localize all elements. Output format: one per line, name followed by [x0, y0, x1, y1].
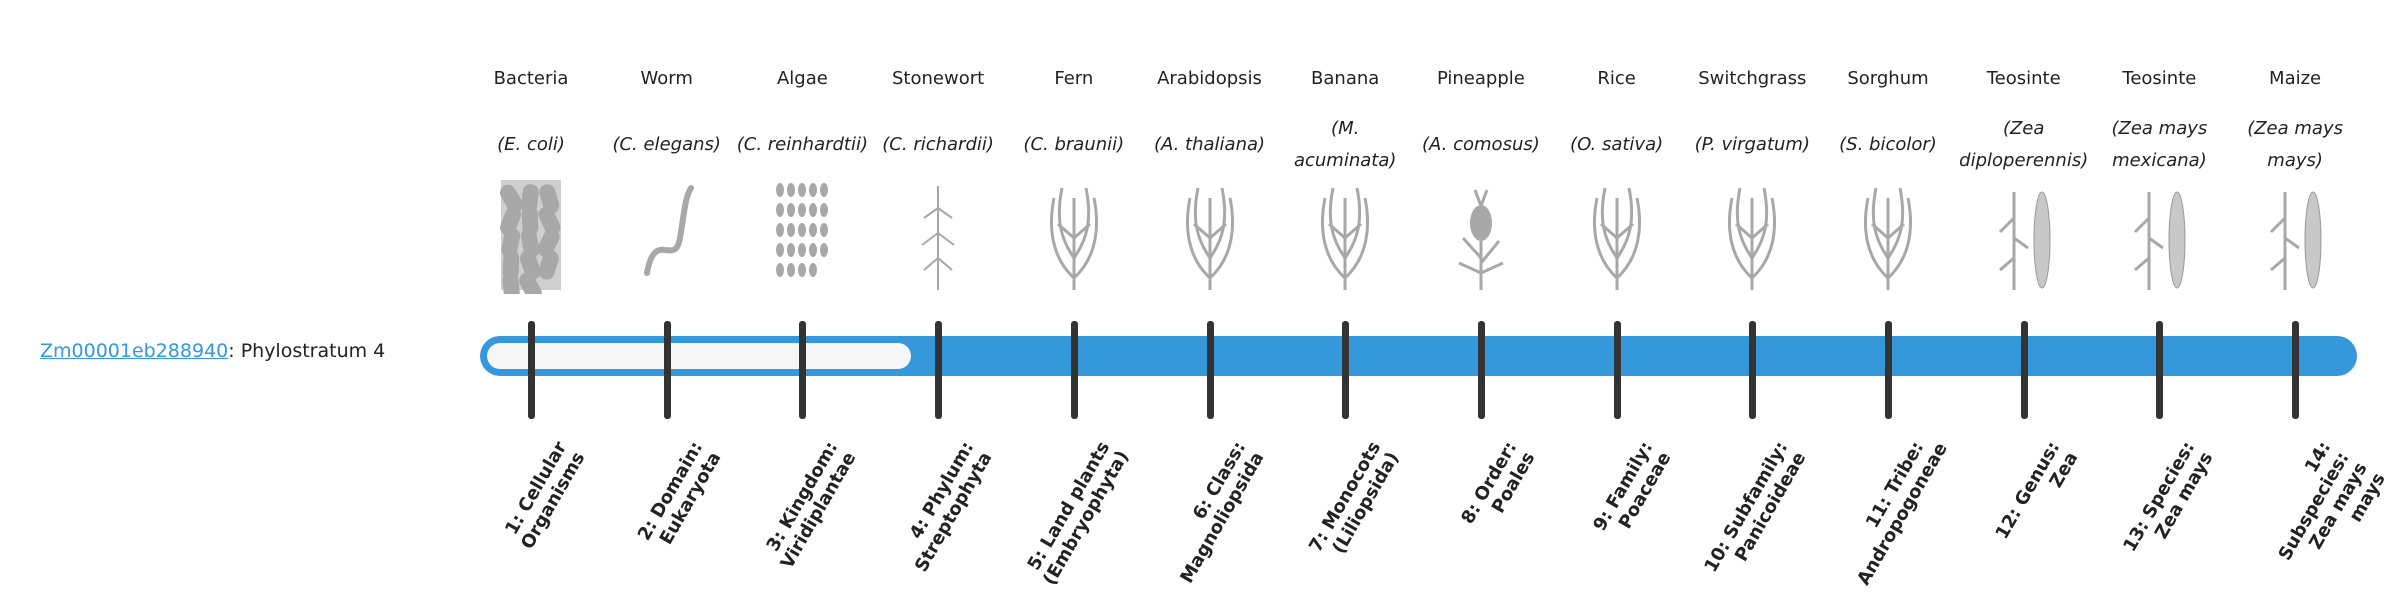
organism-common-name: Algae	[776, 68, 828, 89]
stratum-label: 5: Land plants (Embryophyta)	[1023, 438, 1133, 589]
organism-latin-name-text: (S. bicolor)	[1839, 134, 1937, 155]
stratum-label: 6: Class: Magnoliopsida	[1175, 438, 1268, 587]
organism-latin-name: (Zea diploperennis)	[1956, 110, 2092, 180]
stratum-tick	[1477, 321, 1485, 419]
stratum-tick	[2292, 321, 2300, 419]
stratum-label: 1: Cellular Organisms	[501, 438, 590, 553]
stratum-tick	[1206, 321, 1214, 419]
organism-latin-name: (A. thaliana)	[1142, 110, 1278, 180]
stratum-label: 8: Order: Poales	[1457, 438, 1540, 528]
organism-common-name: Teosinte	[2122, 68, 2197, 89]
organism-latin-name-text: (C. elegans)	[612, 134, 721, 155]
organism-latin-name-text: (P. virgatum)	[1694, 134, 1810, 155]
organism-latin-name-text: (Zea mays mexicana)	[2111, 118, 2208, 171]
organism-latin-name: (A. comosus)	[1413, 110, 1549, 180]
organism-latin-name-text: (A. comosus)	[1422, 134, 1540, 155]
stratum-tick	[1613, 321, 1621, 419]
stratum-tick	[2020, 321, 2028, 419]
organism-common-name: Sorghum	[1847, 68, 1929, 89]
stratum-tick	[1342, 321, 1350, 419]
organism-latin-name: (C. braunii)	[1006, 110, 1142, 180]
organism-latin-name: (Zea mays mays)	[2227, 110, 2363, 180]
organism-common-name: Arabidopsis	[1157, 68, 1262, 89]
stratum-label: 13: Species: Zea mays	[2119, 438, 2218, 556]
organism-latin-name: (O. sativa)	[1549, 110, 1685, 180]
stratum-tick	[2156, 321, 2164, 419]
organism-latin-name-text: (C. braunii)	[1023, 134, 1125, 155]
stratum-label: 10: Subfamily: Panicoideae	[1700, 438, 1811, 576]
organism-latin-name-text: (O. sativa)	[1570, 134, 1664, 155]
stratum-label: 12: Genus: Zea	[1991, 438, 2083, 543]
organism-latin-name-text: (A. thaliana)	[1153, 134, 1266, 155]
organism-latin-name: (P. virgatum)	[1684, 110, 1820, 180]
phylostratum-bar-empty-segment	[487, 343, 912, 369]
organism-latin-name-text: (E. coli)	[497, 134, 565, 155]
stratum-label: 3: Kingdom: Viridiplantae	[762, 438, 861, 573]
bacteria-icon	[463, 178, 599, 296]
fern-icon	[1006, 178, 1142, 296]
organism-latin-name: (Zea mays mexicana)	[2091, 110, 2227, 180]
organism-latin-name: (C. richardii)	[870, 110, 1006, 180]
stratum-tick	[1070, 321, 1078, 419]
organism-latin-name-text: (Zea mays mays)	[2247, 118, 2343, 171]
organism-latin-name: (S. bicolor)	[1820, 110, 1956, 180]
organism-common-name: Banana	[1311, 68, 1380, 89]
gene-id-link[interactable]: Zm00001eb288940	[40, 340, 229, 362]
pineapple-icon	[1413, 178, 1549, 296]
organism-common-name: Teosinte	[1986, 68, 2061, 89]
stratum-tick	[1885, 321, 1892, 419]
stratum-tick	[528, 321, 535, 419]
gene-phylostratum-label: Zm00001eb288940: Phylostratum 4	[40, 340, 385, 362]
arabidopsis-icon	[1142, 178, 1278, 296]
stratum-tick	[663, 321, 671, 419]
phylostratum-text: : Phylostratum 4	[228, 340, 386, 362]
organism-common-name: Maize	[2269, 68, 2322, 89]
stratum-label: 2: Domain: Eukaryota	[633, 438, 726, 549]
organism-latin-name: (E. coli)	[463, 110, 599, 180]
organism-common-name: Bacteria	[493, 68, 569, 89]
stratum-label: 7: Monocots (Liliopsida)	[1305, 438, 1404, 558]
organism-common-name: Switchgrass	[1698, 68, 1807, 89]
organism-common-name: Pineapple	[1436, 68, 1525, 89]
stratum-tick	[799, 321, 807, 419]
stratum-tick	[935, 321, 943, 419]
organism-common-name: Rice	[1597, 68, 1636, 89]
algae-icon	[734, 178, 870, 296]
sorghum-icon	[1820, 178, 1956, 296]
organism-common-name: Worm	[640, 68, 693, 89]
organism-latin-name: (C. reinhardtii)	[734, 110, 870, 180]
stratum-label: 4: Phylum: Streptophyta	[905, 438, 997, 576]
stratum-tick	[1749, 321, 1757, 419]
organism-latin-name-text: (C. reinhardtii)	[736, 134, 869, 155]
banana-icon	[1277, 178, 1413, 296]
switchgrass-icon	[1684, 178, 1820, 296]
rice-icon	[1549, 178, 1685, 296]
organism-common-name: Fern	[1054, 68, 1094, 89]
organism-latin-name-text: (Zea diploperennis)	[1959, 118, 2089, 171]
worm-icon	[599, 178, 735, 296]
maize-icon	[2227, 178, 2363, 296]
organism-latin-name-text: (M. acuminata)	[1293, 118, 1397, 171]
stratum-label: 11: Tribe: Andropogoneae	[1853, 438, 1952, 589]
organism-latin-name: (M. acuminata)	[1277, 110, 1413, 180]
organism-common-name: Stonewort	[892, 68, 985, 89]
stratum-label: 9: Family: Poaceae	[1588, 438, 1675, 535]
stonewort-icon	[870, 178, 1006, 296]
organism-latin-name: (C. elegans)	[599, 110, 735, 180]
teosinte-icon	[1956, 178, 2092, 296]
stratum-label: 14: Subspecies: Zea mays mays	[2274, 438, 2390, 565]
teosinte-icon	[2091, 178, 2227, 296]
organism-latin-name-text: (C. richardii)	[882, 134, 994, 155]
